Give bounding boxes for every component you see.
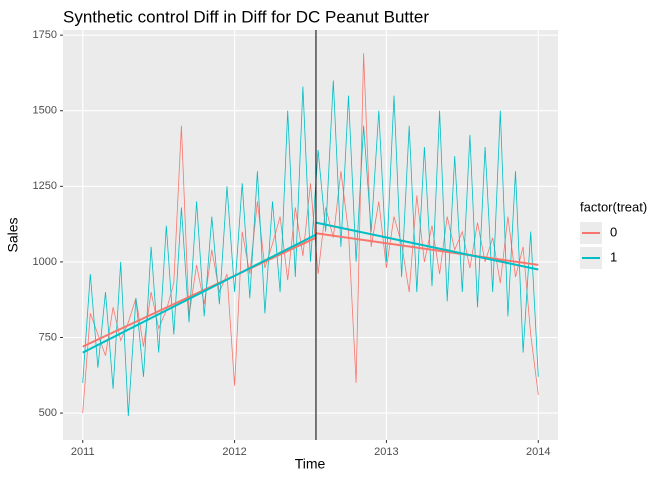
trend-line: [315, 221, 539, 271]
legend-label: 1: [610, 249, 617, 264]
x-tick-label: 2013: [374, 446, 398, 458]
y-tick-label: 1500: [33, 105, 57, 117]
x-tick-label: 2014: [526, 446, 550, 458]
panel: [63, 30, 558, 440]
y-tick-label: 1250: [33, 180, 57, 192]
legend-label: 0: [610, 224, 617, 239]
y-tick-label: 1750: [33, 29, 57, 41]
series-line: [82, 80, 539, 417]
y-tick-label: 750: [39, 331, 57, 343]
legend-title: factor(treat): [580, 199, 647, 214]
y-tick-label: 1000: [33, 256, 57, 268]
x-axis-title: Time: [295, 456, 326, 472]
x-tick-label: 2011: [71, 446, 95, 458]
trend-line: [82, 236, 317, 348]
series-line: [82, 53, 539, 414]
chart-title: Synthetic control Diff in Diff for DC Pe…: [63, 7, 429, 26]
trend-line: [315, 232, 539, 266]
trend-line: [82, 233, 317, 354]
y-tick-label: 500: [39, 407, 57, 419]
y-axis-title: Sales: [5, 217, 21, 252]
x-tick-label: 2012: [222, 446, 246, 458]
